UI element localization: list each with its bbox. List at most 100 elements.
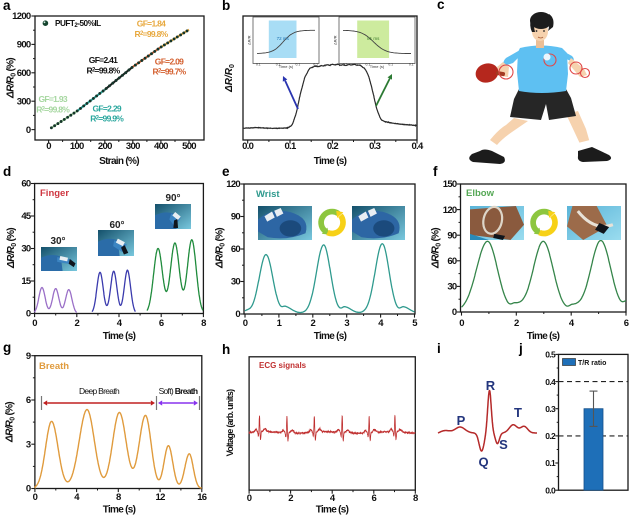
svg-text:GF=2.41: GF=2.41	[89, 55, 118, 65]
svg-text:R2=99.8%: R2=99.8%	[135, 29, 169, 39]
svg-text:ΔR/R0 (%): ΔR/R0 (%)	[6, 228, 18, 269]
svg-text:9: 9	[26, 351, 31, 362]
svg-text:30: 30	[231, 277, 241, 288]
svg-text:g: g	[3, 340, 11, 355]
svg-text:90°: 90°	[165, 193, 180, 204]
svg-text:30: 30	[21, 244, 31, 255]
svg-text:4: 4	[378, 318, 384, 329]
svg-text:0: 0	[46, 141, 51, 152]
svg-text:Voltage (arb. units): Voltage (arb. units)	[225, 389, 235, 457]
svg-text:j: j	[518, 341, 523, 356]
svg-text:Time (s): Time (s)	[527, 331, 560, 342]
svg-text:Elbow: Elbow	[466, 188, 495, 199]
svg-text:0: 0	[33, 492, 38, 503]
svg-text:ΔR/R0 (%): ΔR/R0 (%)	[6, 58, 18, 99]
svg-text:d: d	[3, 164, 11, 179]
svg-text:0.3: 0.3	[545, 404, 556, 414]
svg-text:c: c	[437, 0, 445, 12]
svg-text:P: P	[457, 413, 466, 428]
svg-text:60°: 60°	[109, 220, 124, 231]
svg-text:Time (s): Time (s)	[279, 64, 294, 69]
svg-text:Wrist: Wrist	[256, 189, 280, 200]
svg-text:e: e	[222, 164, 230, 179]
svg-text:Strain (%): Strain (%)	[99, 156, 139, 167]
svg-text:90: 90	[447, 230, 457, 241]
svg-text:8: 8	[116, 492, 121, 503]
svg-text:Q: Q	[478, 455, 488, 470]
svg-text:8: 8	[201, 318, 206, 329]
svg-text:ΔR/R0 (%): ΔR/R0 (%)	[431, 228, 443, 269]
svg-text:ΔR/R0 (%): ΔR/R0 (%)	[5, 402, 17, 443]
svg-text:12: 12	[156, 492, 166, 503]
svg-text:0.1: 0.1	[366, 63, 371, 67]
svg-text:0.0: 0.0	[242, 141, 254, 152]
svg-text:ECG signals: ECG signals	[259, 361, 307, 370]
svg-text:f: f	[433, 164, 438, 179]
svg-text:0.1: 0.1	[343, 63, 348, 67]
svg-text:30°: 30°	[50, 236, 65, 247]
svg-text:30: 30	[447, 282, 457, 293]
svg-text:0.1: 0.1	[545, 458, 556, 468]
svg-text:72 ms: 72 ms	[277, 36, 290, 41]
svg-text:b: b	[222, 0, 230, 13]
svg-text:600: 600	[17, 68, 31, 79]
svg-text:Time (s): Time (s)	[316, 505, 349, 516]
svg-text:0.2: 0.2	[327, 141, 339, 152]
svg-text:200: 200	[98, 141, 112, 152]
svg-text:0: 0	[459, 318, 464, 329]
svg-text:6: 6	[372, 493, 377, 504]
svg-text:45: 45	[21, 211, 32, 222]
svg-text:ΔR/R: ΔR/R	[247, 35, 252, 45]
svg-text:16: 16	[197, 492, 207, 503]
svg-text:3: 3	[26, 439, 31, 450]
svg-text:1200: 1200	[12, 11, 31, 22]
svg-text:0.4: 0.4	[411, 141, 424, 152]
svg-text:0.2: 0.2	[545, 431, 556, 441]
svg-text:0.1: 0.1	[313, 63, 318, 67]
svg-text:R2=99.8%: R2=99.8%	[87, 66, 121, 76]
svg-text:120: 120	[443, 205, 457, 216]
svg-text:GF=1.93: GF=1.93	[38, 94, 67, 104]
svg-text:a: a	[3, 0, 11, 13]
svg-text:0: 0	[26, 484, 31, 495]
svg-text:0: 0	[32, 318, 37, 329]
svg-text:Time (s): Time (s)	[314, 156, 347, 167]
svg-text:2: 2	[311, 318, 316, 329]
svg-text:Time (s): Time (s)	[370, 64, 385, 69]
svg-text:3: 3	[344, 318, 349, 329]
svg-text:500: 500	[182, 141, 196, 152]
svg-text:4: 4	[569, 318, 575, 329]
svg-text:15: 15	[21, 276, 32, 287]
svg-text:R2=99.9%: R2=99.9%	[90, 114, 124, 124]
svg-text:0: 0	[235, 309, 240, 320]
svg-text:4: 4	[117, 318, 123, 329]
svg-text:0: 0	[247, 493, 252, 504]
svg-text:ΔR/R0: ΔR/R0	[224, 64, 236, 93]
svg-text:1: 1	[277, 318, 283, 329]
svg-text:i: i	[437, 341, 441, 356]
svg-text:0.1: 0.1	[409, 63, 414, 67]
svg-text:150: 150	[443, 179, 457, 190]
svg-text:300: 300	[126, 141, 140, 152]
svg-text:R2=99.7%: R2=99.7%	[153, 67, 187, 77]
svg-text:5: 5	[412, 318, 418, 329]
svg-text:0.4: 0.4	[545, 377, 556, 387]
svg-text:2: 2	[288, 493, 293, 504]
svg-text:Time (s): Time (s)	[314, 331, 347, 342]
svg-text:R: R	[486, 378, 496, 393]
svg-text:Time (s): Time (s)	[103, 505, 136, 516]
svg-text:60: 60	[447, 256, 457, 267]
svg-text:0.1: 0.1	[276, 63, 281, 67]
svg-text:0.5: 0.5	[545, 350, 556, 360]
svg-text:2: 2	[75, 318, 80, 329]
svg-text:ΔR/R0 (%): ΔR/R0 (%)	[215, 228, 227, 269]
svg-text:900: 900	[17, 40, 31, 51]
svg-text:0.1: 0.1	[388, 63, 393, 67]
svg-text:ΔR/R: ΔR/R	[333, 35, 338, 45]
svg-text:6: 6	[159, 318, 164, 329]
svg-text:6: 6	[26, 395, 31, 406]
svg-text:h: h	[222, 342, 230, 357]
svg-text:GF=2.09: GF=2.09	[155, 57, 184, 67]
svg-text:4: 4	[74, 492, 80, 503]
svg-text:6: 6	[624, 318, 629, 329]
